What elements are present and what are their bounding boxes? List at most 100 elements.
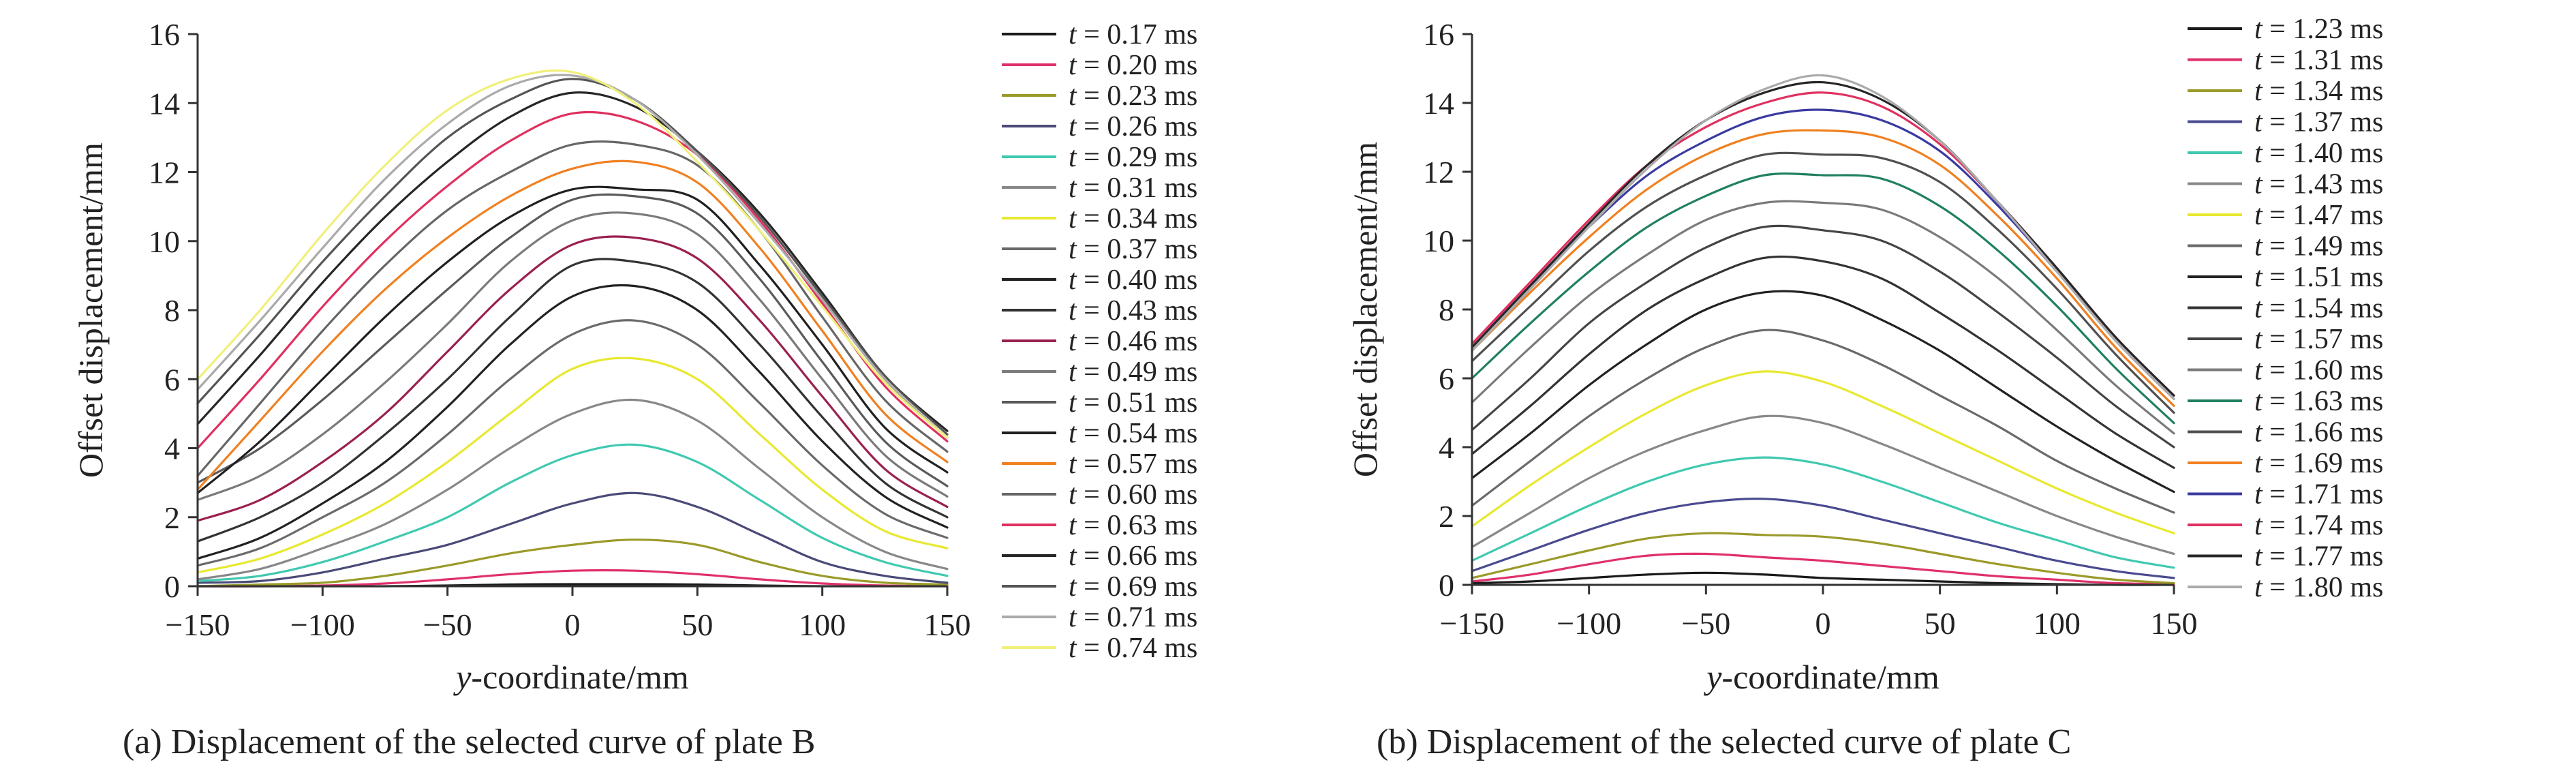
legend-value: = 1.37 ms (2263, 107, 2384, 138)
y-tick-label: 8 (164, 293, 180, 328)
series-line-0.43 (196, 258, 949, 543)
legend-var: t (2254, 572, 2263, 603)
legend-value: = 1.34 ms (2263, 76, 2384, 107)
legend-entry-1.66: t = 1.66 ms (2254, 417, 2383, 449)
legend-entry-1.43: t = 1.43 ms (2254, 169, 2383, 200)
series-line-1.31 (1471, 552, 2175, 586)
y-axis-title: Offset displacement/mm (72, 142, 110, 478)
x-tick-label: 50 (681, 607, 713, 642)
legend-var: t (1069, 449, 1077, 480)
legend-value: = 1.71 ms (2263, 479, 2384, 511)
series-line-0.49 (196, 211, 949, 501)
legend-value: = 1.54 ms (2263, 293, 2384, 324)
legend-value: = 1.57 ms (2263, 324, 2384, 355)
legend-var: t (2254, 510, 2263, 541)
legend-value: = 0.69 ms (1077, 571, 1198, 603)
legend-value: = 0.49 ms (1077, 357, 1198, 388)
legend-entry-0.17: t = 0.17 ms (1069, 19, 1197, 50)
series-line-0.23 (196, 539, 949, 588)
x-axis-title-rest: -coordinate/mm (1721, 658, 1939, 696)
panel-caption: (a) Displacement of the selected curve o… (123, 723, 815, 761)
series-line-1.49 (1471, 329, 2175, 514)
legend-var: t (1069, 326, 1077, 357)
legend-var: t (2254, 541, 2263, 573)
legend-value: = 0.20 ms (1077, 50, 1198, 81)
legend-var: t (1069, 50, 1077, 81)
series-line-0.40 (196, 284, 949, 560)
y-tick-label: 14 (1423, 86, 1454, 121)
series-line-1.80 (1471, 74, 2175, 400)
series-line-0.57 (196, 160, 949, 491)
x-axis-title-var: y (1703, 658, 1722, 696)
legend-entry-1.40: t = 1.40 ms (2254, 138, 2383, 169)
legend-entry-1.23: t = 1.23 ms (2254, 14, 2383, 45)
legend-value: = 0.51 ms (1077, 387, 1198, 419)
legend-var: t (2254, 138, 2263, 169)
y-tick-label: 2 (1439, 499, 1454, 534)
x-tick-label: −50 (1681, 606, 1730, 641)
legend-entry-0.43: t = 0.43 ms (1069, 295, 1197, 327)
legend-var: t (1069, 633, 1077, 664)
legend-var: t (1069, 510, 1077, 541)
legend-var: t (2254, 45, 2263, 76)
legend-entry-0.37: t = 0.37 ms (1069, 234, 1197, 265)
legend-var: t (2254, 169, 2263, 200)
legend-value: = 1.40 ms (2263, 138, 2384, 169)
y-axis-title: Offset displacement/mm (1346, 142, 1384, 477)
x-tick-label: 150 (924, 607, 971, 642)
legend-var: t (2254, 386, 2263, 417)
series-line-0.31 (196, 398, 949, 581)
series-line-1.74 (1471, 91, 2175, 397)
legend-entry-1.51: t = 1.51 ms (2254, 262, 2383, 293)
y-tick-label: 0 (1439, 568, 1454, 603)
legend-entry-1.31: t = 1.31 ms (2254, 45, 2383, 76)
y-tick-label: 4 (1439, 430, 1454, 465)
legend-var: t (1069, 172, 1077, 204)
legend-entry-1.57: t = 1.57 ms (2254, 324, 2383, 355)
series-line-1.63 (1471, 172, 2175, 425)
series-group (196, 69, 949, 588)
series-line-1.37 (1471, 498, 2175, 579)
legend-entry-0.49: t = 0.49 ms (1069, 357, 1197, 388)
legend-value: = 0.40 ms (1077, 264, 1198, 296)
legend-var: t (1069, 295, 1077, 327)
legend-value: = 0.26 ms (1077, 111, 1198, 142)
legend-value: = 1.31 ms (2263, 45, 2384, 76)
legend-var: t (2254, 479, 2263, 511)
legend-value: = 1.43 ms (2263, 169, 2384, 200)
y-tick-label: 2 (164, 500, 180, 535)
legend-var: t (2254, 76, 2263, 107)
series-line-0.34 (196, 357, 949, 574)
x-tick-label: 100 (799, 607, 846, 642)
y-tick-label: 16 (1423, 17, 1454, 52)
legend-entry-0.29: t = 0.29 ms (1069, 142, 1197, 173)
legend-value: = 0.29 ms (1077, 142, 1198, 173)
series-group (1471, 74, 2175, 586)
series-line-0.69 (196, 78, 949, 436)
y-tick-label: 0 (164, 569, 180, 604)
series-line-0.74 (196, 69, 949, 439)
x-tick-label: −50 (423, 607, 472, 642)
panel-plate-b: −150 −100 −50 0 50 100 150 0 2 4 6 8 10 12 14 16 Offset … (72, 17, 1197, 761)
legend-entry-0.69: t = 0.69 ms (1069, 571, 1197, 603)
legend-value: = 1.60 ms (2263, 355, 2384, 386)
legend-entry-0.63: t = 0.63 ms (1069, 510, 1197, 541)
y-tick-label: 14 (149, 86, 180, 121)
legend-var: t (1069, 541, 1077, 572)
legend-entry-1.47: t = 1.47 ms (2254, 200, 2383, 231)
legend-value: = 0.60 ms (1077, 479, 1198, 511)
x-tick-label: −150 (166, 607, 230, 642)
series-line-1.77 (1471, 80, 2175, 397)
series-line-1.40 (1471, 456, 2175, 569)
legend: t = 1.23 mst = 1.31 mst = 1.34 mst = 1.3… (2188, 14, 2383, 603)
series-line-1.69 (1471, 129, 2175, 407)
legend-entry-1.49: t = 1.49 ms (2254, 231, 2383, 262)
series-line-1.54 (1471, 255, 2175, 469)
legend-value: = 0.43 ms (1077, 295, 1198, 327)
x-tick-label: −100 (1557, 606, 1621, 641)
series-line-0.63 (196, 110, 949, 450)
legend-entry-1.74: t = 1.74 ms (2254, 510, 2383, 541)
legend-entry-0.20: t = 0.20 ms (1069, 50, 1197, 81)
legend-value: = 1.23 ms (2263, 14, 2384, 45)
legend-var: t (2254, 355, 2263, 386)
